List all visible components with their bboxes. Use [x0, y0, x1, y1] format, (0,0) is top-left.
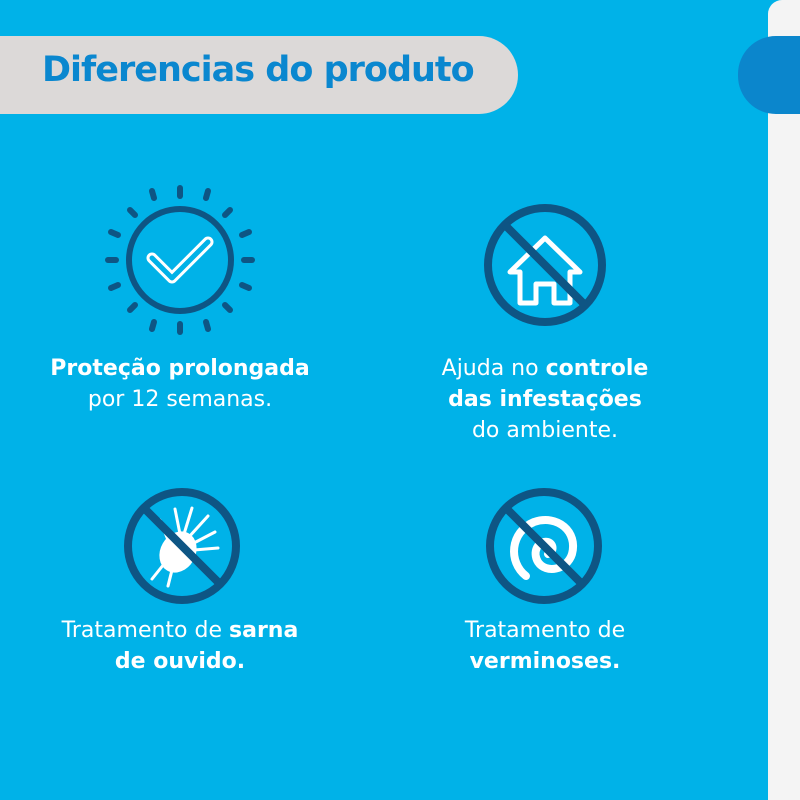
header-banner: Diferencias do produto [0, 36, 518, 114]
no-house-icon [484, 204, 606, 326]
sun-check-icon [105, 185, 255, 335]
feature-caption-mange: Tratamento de sarna de ouvido. [61, 618, 299, 674]
side-panel [768, 0, 800, 800]
page-title: Diferencias do produto [42, 50, 475, 90]
side-tab[interactable] [738, 36, 800, 114]
feature-caption-worms: Tratamento de verminoses. [464, 618, 626, 674]
no-mite-icon [124, 488, 240, 604]
no-worm-icon [486, 488, 602, 604]
feature-caption-infestation: Ajuda no controle das infestações do ambie… [441, 356, 649, 443]
feature-caption-protection: Proteção prolongada por 12 semanas. [50, 356, 310, 412]
